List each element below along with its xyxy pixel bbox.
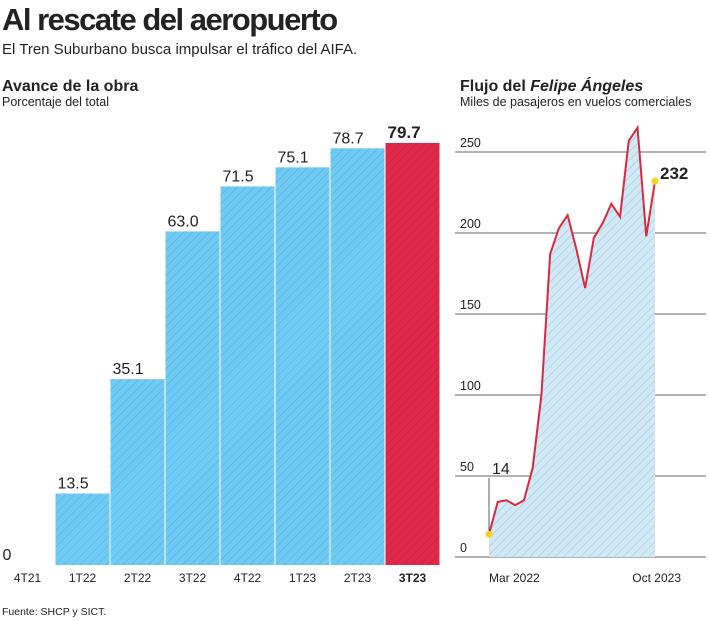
value-label: 75.1 [278,149,309,166]
page-title: Al rescate del aeropuerto [2,2,337,37]
line [488,124,656,535]
x-tick-label: 1T22 [69,571,97,585]
title-part: Felipe Ángeles [530,76,643,95]
x-tick-label: Mar 2022 [489,571,540,585]
title-part: Flujo del [460,78,526,95]
source: Fuente: SHCP y SICT. [2,606,106,618]
x-tick-label: 3T22 [179,571,207,585]
chart-title: Avance de la obra [2,78,138,95]
bar-hatch [165,231,220,566]
y-tick-label: 0 [460,541,467,555]
bar-hatch [275,167,330,565]
y-tick-label: 150 [460,298,481,312]
x-tick-label: 1T23 [289,571,317,585]
value-label: 78.7 [333,130,364,147]
bar-hatch [55,493,110,565]
x-tick-label: 2T23 [344,571,372,585]
value-label: 63.0 [168,213,199,230]
bar-hatch [385,142,440,565]
x-tick-label: Oct 2023 [632,571,681,585]
value-label: 35.1 [113,361,144,378]
value-label: 71.5 [223,168,254,185]
y-tick-label: 200 [460,217,481,231]
chart-subtitle: Miles de pasajeros en vuelos comerciales [460,95,691,109]
value-label: 232 [660,164,688,183]
value-label: 13.5 [58,476,89,493]
value-label: 79.7 [388,123,421,142]
chart-subtitle: Porcentaje del total [2,95,109,109]
bar-hatch [220,186,275,565]
point [485,530,493,538]
x-tick-label: 4T22 [234,571,262,585]
bar-hatch [110,379,165,565]
y-tick-label: 250 [460,136,481,150]
y-tick-label: 100 [460,379,481,393]
x-tick-label: 3T23 [399,571,427,585]
y-tick-label: 50 [460,460,474,474]
x-tick-label: 2T22 [124,571,152,585]
page-subtitle: El Tren Suburbano busca impulsar el tráf… [2,41,357,58]
x-tick-label: 4T21 [14,571,42,585]
bar-hatch [330,148,385,565]
value-label: 0 [3,547,12,564]
value-label: 14 [492,461,510,478]
chart-title: Flujo del Felipe Ángeles [460,76,643,95]
point [651,177,659,185]
area-hatch [489,127,655,557]
